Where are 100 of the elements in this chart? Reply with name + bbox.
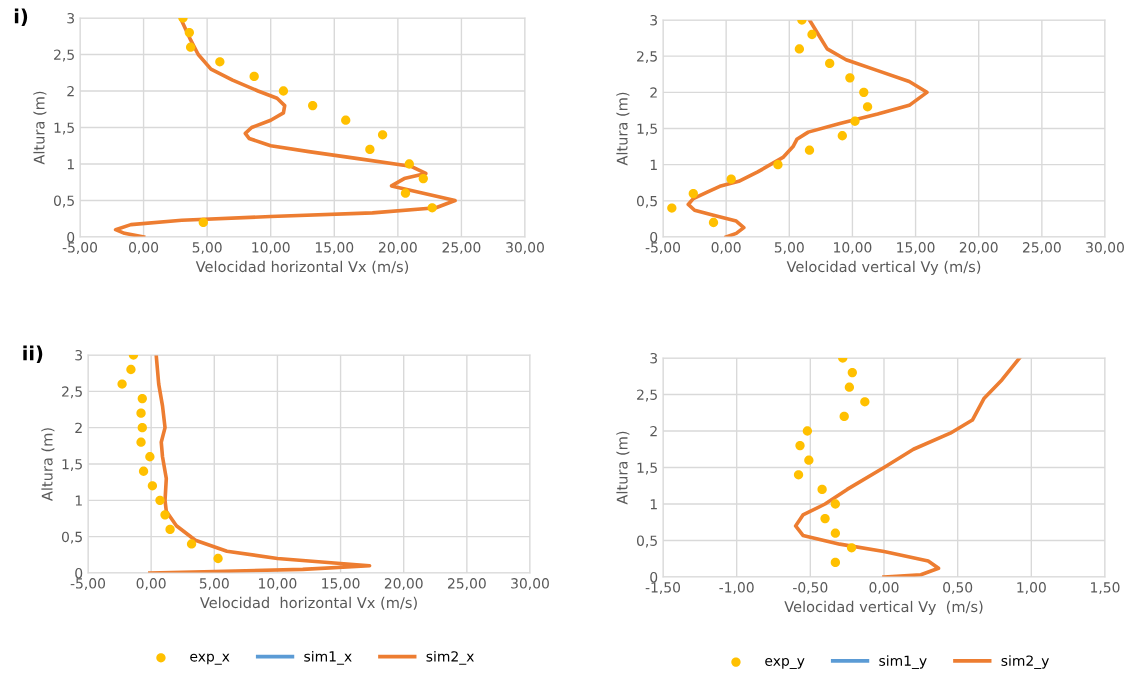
point — [249, 71, 259, 82]
point — [820, 513, 830, 524]
x-tick-label: 15,00 — [315, 242, 354, 255]
y-tick-label: 2 — [75, 422, 82, 433]
y-tick-label: 3 — [67, 12, 75, 24]
point — [186, 539, 197, 549]
x-tick-label: -5,00 — [62, 242, 98, 255]
x-tick-label: 30,00 — [506, 242, 544, 255]
point — [844, 382, 855, 392]
point — [830, 528, 841, 538]
y-tick-label: 1,5 — [637, 123, 657, 136]
x-tick-label: 15,00 — [322, 578, 360, 591]
point — [817, 484, 827, 495]
point — [850, 116, 860, 126]
point — [795, 440, 805, 451]
y-axis-title: Altura (m) — [616, 92, 630, 166]
x-tick-label: 20,00 — [384, 578, 423, 591]
y-tick-label: 3 — [75, 349, 83, 361]
x-tick-label: 0,00 — [869, 582, 899, 595]
x-axis-title: Velocidad horizontal Vx (m/s) — [195, 260, 409, 274]
x-tick-label: 1,00 — [1017, 582, 1046, 595]
point — [185, 42, 196, 52]
point — [862, 102, 873, 112]
point — [825, 58, 835, 69]
point — [215, 57, 225, 67]
point — [667, 203, 677, 213]
point — [859, 87, 869, 97]
y-tick-label: 1,5 — [637, 462, 657, 475]
line-series — [793, 358, 1022, 577]
point — [846, 543, 857, 553]
x-tick-label: 20,00 — [959, 242, 998, 255]
x-tick-label: 25,00 — [447, 578, 486, 591]
x-tick-label: 25,00 — [442, 242, 481, 255]
legend-label: sim2_x — [426, 650, 474, 665]
x-axis-title: Velocidad horizontal Vx (m/s) — [199, 596, 417, 610]
y-tick-label: 2 — [650, 87, 657, 98]
point — [147, 481, 158, 491]
y-tick-label: 1 — [67, 159, 74, 170]
point — [794, 44, 805, 54]
y-tick-label: 2,5 — [637, 389, 657, 402]
point — [137, 393, 147, 404]
point — [136, 408, 146, 418]
point — [138, 466, 149, 476]
y-tick-label: 0,5 — [636, 195, 657, 208]
point — [773, 160, 783, 170]
point — [278, 86, 289, 96]
y-tick-label: 0,5 — [636, 535, 657, 548]
point — [160, 510, 170, 520]
y-tick-label: 1 — [650, 159, 657, 170]
text: i) — [14, 8, 28, 26]
y-axis-title: Altura (m) — [33, 91, 47, 165]
point — [377, 130, 388, 140]
x-tick-label: 25,00 — [1022, 242, 1061, 255]
x-axis-title: Velocidad vertical Vy (m/s) — [786, 260, 981, 275]
y-tick-label: 0 — [67, 231, 75, 243]
point — [807, 29, 817, 40]
point — [830, 499, 841, 509]
point — [404, 159, 414, 169]
point — [213, 553, 223, 564]
y-axis-title: Altura (m) — [616, 431, 630, 505]
point — [802, 426, 813, 436]
point — [847, 367, 857, 378]
legend-label: sim2_y — [1001, 655, 1049, 670]
legend-label: sim1_x — [304, 650, 352, 665]
point — [308, 100, 318, 111]
y-tick-label: 2,5 — [54, 49, 74, 62]
x-tick-label: 0,00 — [711, 242, 741, 255]
point — [341, 115, 351, 125]
y-tick-label: 2,5 — [637, 51, 657, 64]
point — [860, 397, 870, 407]
legend-label: sim1_y — [879, 655, 927, 670]
point — [126, 364, 136, 375]
x-tick-label: 20,00 — [378, 242, 417, 255]
x-tick-label: -1,50 — [645, 582, 681, 595]
x-tick-label: -5,00 — [70, 578, 106, 591]
x-tick-label: 30,00 — [1086, 242, 1124, 255]
x-tick-label: -1,00 — [719, 582, 754, 595]
y-tick-label: 1,5 — [54, 122, 74, 135]
y-tick-label: 3 — [650, 14, 658, 26]
legend-label: exp_y — [765, 657, 805, 670]
y-tick-label: 2 — [67, 85, 74, 97]
point — [427, 203, 437, 213]
y-tick-label: 0 — [650, 231, 658, 243]
x-tick-label: 10,00 — [259, 578, 297, 591]
x-tick-label: 5,00 — [192, 242, 222, 255]
point — [136, 437, 146, 447]
x-tick-label: -5,00 — [645, 242, 681, 255]
x-tick-label: 10,00 — [252, 242, 290, 255]
y-axis-title: Altura (m) — [41, 428, 55, 501]
point — [837, 131, 847, 141]
y-tick-label: 0,5 — [61, 531, 82, 544]
y-tick-label: 0 — [75, 567, 83, 579]
legend-label: exp_x — [190, 653, 230, 665]
y-tick-label: 0,5 — [53, 195, 74, 208]
point — [117, 379, 127, 389]
point — [839, 411, 849, 422]
x-tick-label: 15,00 — [897, 242, 935, 255]
x-tick-label: 5,00 — [199, 578, 229, 591]
x-tick-label: 0,00 — [136, 578, 166, 591]
y-tick-label: 2 — [650, 425, 657, 437]
